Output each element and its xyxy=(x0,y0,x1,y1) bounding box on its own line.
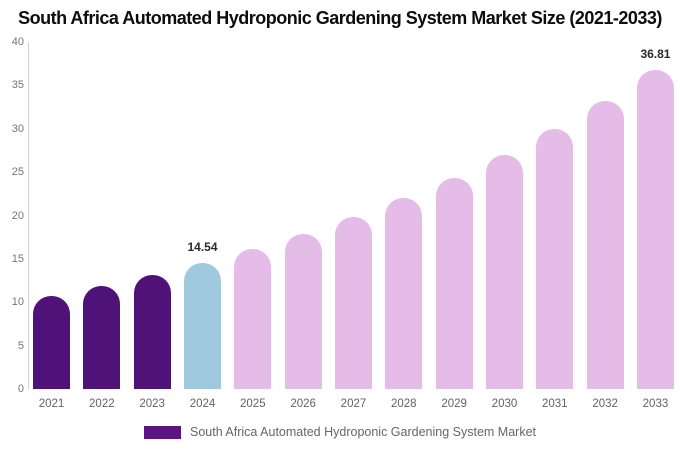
x-axis-label-2024: 2024 xyxy=(189,398,216,410)
y-axis-tick-label: 25 xyxy=(11,166,24,179)
x-axis-label-2030: 2030 xyxy=(491,398,518,410)
x-axis-label-2031: 2031 xyxy=(542,398,568,410)
bar-2026 xyxy=(284,233,322,389)
bar-value-label-2024: 14.54 xyxy=(187,239,218,254)
bar-2029 xyxy=(435,177,473,389)
x-axis-label-2022: 2022 xyxy=(89,398,115,410)
bar-2028 xyxy=(385,198,423,389)
y-axis-tick-label: 0 xyxy=(17,383,24,395)
y-axis-tick-label: 30 xyxy=(11,122,24,135)
bar-value-label-2033: 36.81 xyxy=(640,46,671,61)
bar-2033 xyxy=(636,69,674,389)
x-axis-label-2021: 2021 xyxy=(38,398,65,410)
legend-swatch xyxy=(143,425,181,439)
bar-2025 xyxy=(234,249,272,389)
y-axis-line xyxy=(28,42,29,389)
bar-2022 xyxy=(83,286,121,389)
bar-2027 xyxy=(334,217,372,389)
y-axis-tick-label: 35 xyxy=(11,79,24,92)
bar-2031 xyxy=(536,129,574,389)
y-axis-tick-label: 5 xyxy=(17,339,24,352)
y-axis-tick-label: 20 xyxy=(11,209,24,222)
x-axis-label-2027: 2027 xyxy=(340,398,367,410)
bar-2023 xyxy=(133,275,171,389)
y-axis-tick-label: 15 xyxy=(11,252,24,265)
x-axis-label-2028: 2028 xyxy=(391,398,417,410)
bar-2030 xyxy=(485,154,523,389)
bar-2024 xyxy=(183,262,221,389)
x-axis-label-2023: 2023 xyxy=(139,398,165,410)
y-axis-tick-label: 10 xyxy=(11,296,24,309)
legend: South Africa Automated Hydroponic Garden… xyxy=(0,423,680,441)
y-axis-tick-label: 40 xyxy=(11,36,24,48)
legend-label: South Africa Automated Hydroponic Garden… xyxy=(189,425,536,439)
chart-title: South Africa Automated Hydroponic Garden… xyxy=(18,8,662,28)
bar-2021 xyxy=(33,296,70,389)
x-axis-label-2033: 2033 xyxy=(642,398,669,410)
x-axis-label-2029: 2029 xyxy=(441,398,467,410)
bar-2032 xyxy=(586,100,624,389)
x-axis-label-2032: 2032 xyxy=(592,398,618,410)
x-axis-label-2025: 2025 xyxy=(240,398,266,410)
x-axis-label-2026: 2026 xyxy=(290,398,316,410)
